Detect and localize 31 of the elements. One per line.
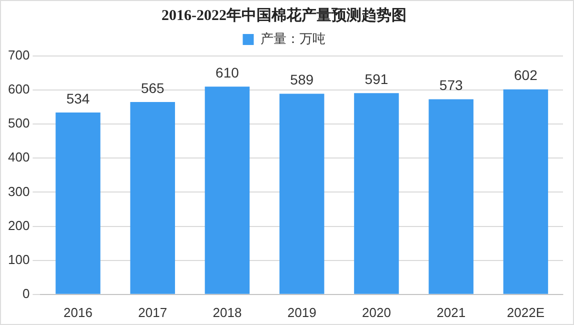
x-tick-label: 2021: [436, 304, 466, 320]
bar: [204, 86, 250, 294]
data-label: 565: [140, 80, 165, 96]
data-label: 591: [364, 70, 388, 87]
bar: [130, 102, 175, 294]
x-tick-label: 2017: [138, 304, 168, 320]
x-tick-label: 2022E: [506, 304, 545, 320]
bar: [428, 99, 474, 294]
chart-title: 2016-2022年中国棉花产量预测趋势图: [162, 6, 406, 24]
legend-label: 产量：万吨: [260, 31, 326, 46]
y-tick-label: 700: [8, 48, 30, 63]
y-tick-label: 400: [8, 150, 30, 165]
x-tick-label: 2019: [287, 304, 316, 320]
y-tick-label: 200: [8, 218, 30, 233]
x-tick-label: 2020: [362, 304, 391, 320]
data-label: 573: [439, 77, 463, 94]
y-tick-label: 600: [8, 82, 30, 97]
bar: [503, 89, 548, 294]
data-label: 602: [514, 67, 538, 84]
bar: [56, 112, 100, 294]
bar: [354, 93, 399, 294]
x-tick-label: 2018: [212, 304, 242, 320]
bar: [279, 94, 324, 294]
data-label: 589: [290, 72, 314, 88]
y-tick-label: 0: [22, 286, 30, 301]
data-label: 534: [66, 90, 90, 106]
data-label: 610: [216, 64, 240, 81]
y-tick-label: 500: [8, 116, 30, 131]
y-tick-label: 100: [8, 252, 30, 267]
x-tick-label: 2016: [64, 304, 92, 320]
y-tick-label: 300: [8, 184, 30, 199]
